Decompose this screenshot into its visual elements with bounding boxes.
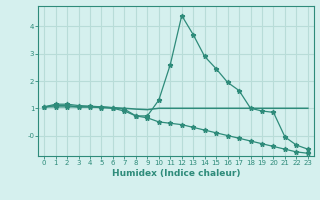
X-axis label: Humidex (Indice chaleur): Humidex (Indice chaleur) (112, 169, 240, 178)
